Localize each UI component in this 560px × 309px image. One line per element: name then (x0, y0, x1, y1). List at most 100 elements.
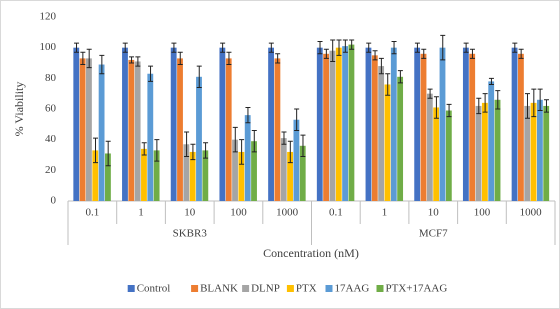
bar (397, 76, 404, 201)
legend-swatch (325, 285, 333, 292)
error-bar (135, 56, 141, 67)
group-label: MCF7 (419, 228, 448, 240)
error-bar (220, 42, 226, 53)
y-tick-label: 80 (45, 72, 57, 84)
bar (105, 153, 111, 201)
error-bar (171, 42, 177, 53)
bar (73, 47, 80, 201)
bar (323, 53, 330, 201)
y-tick-label: 40 (45, 133, 57, 145)
bar (153, 150, 160, 201)
bar (335, 47, 342, 201)
y-tick-label: 20 (45, 164, 57, 176)
bar (517, 53, 524, 201)
y-tick-label: 100 (40, 41, 57, 53)
error-bar (245, 106, 251, 124)
error-bar (543, 99, 549, 113)
legend-label: 17AAG (335, 283, 370, 295)
error-bar (349, 39, 355, 50)
bar (86, 58, 92, 202)
error-bar (446, 103, 452, 118)
error-bar (378, 57, 384, 75)
bar (299, 145, 306, 201)
bar (475, 105, 482, 201)
error-bar (232, 126, 238, 153)
error-bar (469, 48, 475, 59)
legend-swatch (127, 285, 135, 292)
x-tick-label: 0.1 (85, 207, 99, 219)
bar (371, 55, 378, 202)
bar (488, 81, 495, 201)
bar (414, 47, 421, 201)
bar (170, 47, 177, 201)
error-bar (226, 51, 232, 66)
error-bar (385, 73, 391, 96)
bar (147, 73, 154, 201)
bar (511, 47, 518, 201)
x-tick-label: 0.1 (329, 207, 343, 219)
error-bar (275, 53, 281, 64)
error-bar (80, 51, 86, 66)
bar (244, 115, 251, 201)
bar (232, 139, 238, 201)
bar (524, 105, 531, 201)
error-bar (184, 131, 190, 158)
bar (469, 53, 476, 201)
x-tick-label: 10 (184, 207, 196, 219)
error-bar (414, 42, 420, 53)
error-bar (531, 88, 537, 118)
error-bar (239, 139, 245, 165)
legend-swatch (191, 285, 199, 292)
bar (384, 84, 391, 201)
error-bar (391, 41, 397, 55)
bar (481, 102, 488, 201)
bar (251, 141, 257, 201)
bar (342, 46, 349, 202)
bar (202, 150, 209, 201)
bar (433, 107, 440, 201)
error-bar (336, 39, 342, 56)
bar (141, 148, 147, 201)
bar (134, 61, 141, 201)
x-tick-label: 1000 (276, 207, 299, 219)
legend-label: PTX (296, 283, 317, 295)
bar (98, 64, 105, 202)
error-bar (372, 50, 378, 61)
legend-label: BLANK (200, 283, 238, 295)
bar (494, 99, 501, 201)
legend-label: PTX+17AAG (386, 283, 448, 295)
x-tick-label: 1000 (520, 207, 543, 219)
legend-swatch (242, 285, 250, 292)
bar (225, 58, 232, 202)
bar (348, 44, 355, 201)
bar (268, 47, 274, 201)
y-tick-label: 120 (40, 11, 57, 23)
error-bar (482, 93, 488, 113)
bar (92, 150, 99, 201)
bar (293, 119, 300, 201)
x-tick-label: 10 (428, 207, 440, 219)
y-tick-label: 0 (51, 195, 57, 207)
error-bar (154, 139, 160, 162)
error-bar (440, 34, 446, 61)
error-bar (287, 140, 293, 164)
error-bar (203, 142, 209, 159)
error-bar (512, 42, 518, 53)
error-bar (177, 51, 183, 66)
bar (420, 53, 427, 201)
error-bar (105, 140, 111, 167)
bar (536, 99, 543, 201)
legend-label: DLNP (251, 283, 280, 295)
bar (445, 110, 452, 201)
bar (280, 138, 287, 201)
error-bar (433, 96, 439, 119)
error-bar (190, 143, 196, 161)
error-bar (342, 39, 348, 53)
error-bar (317, 41, 323, 55)
error-bar (427, 88, 433, 99)
error-bar (122, 42, 128, 53)
error-bar (476, 97, 482, 115)
bar (128, 59, 135, 201)
bar (287, 151, 293, 201)
